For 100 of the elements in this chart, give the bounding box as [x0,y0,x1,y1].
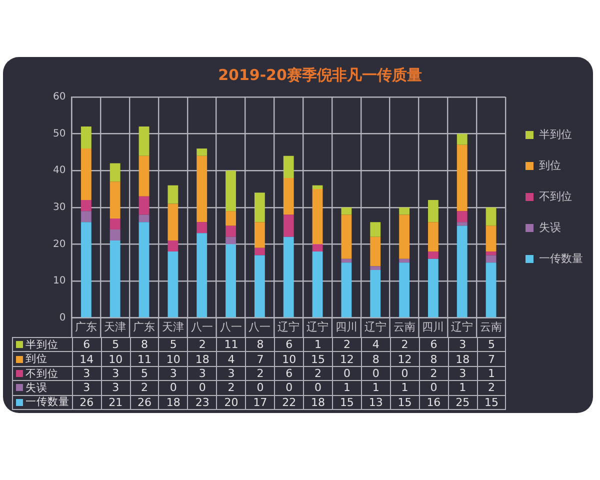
data-label: 3 [216,366,246,382]
x-tick-label: 天津 [104,320,126,334]
data-label: 1 [303,337,333,352]
data-label: 23 [187,394,218,410]
data-label: 7 [476,351,506,367]
data-label: 3 [448,366,478,382]
y-tick-label: 30 [52,202,66,213]
legend-label: 半到位 [539,128,572,141]
data-label: 22 [274,394,304,410]
bar [370,222,381,237]
legend-label: 不到位 [539,190,572,203]
data-label: 2 [418,366,449,382]
data-label: 7 [245,351,276,367]
data-label: 2 [130,380,160,396]
x-tick-label: 辽宁 [451,320,474,334]
data-label: 0 [158,380,188,396]
data-label: 2 [187,337,218,352]
data-label: 8 [418,351,449,367]
data-label: 8 [360,351,391,367]
x-tick-label: 辽宁 [364,320,386,334]
data-label: 11 [130,351,160,367]
text: 失误 [26,382,48,394]
data-label: 1 [476,366,506,382]
bar [80,211,92,222]
bar [80,222,92,318]
bar [283,236,294,318]
bar [341,207,352,215]
bar [312,189,323,244]
bar [254,248,265,256]
bar [370,270,381,318]
x-tick-label: 四川 [335,320,358,334]
data-label: 15 [390,394,420,410]
data-label: 13 [360,394,391,410]
data-label: 2 [390,337,420,352]
y-tick-label: 20 [52,238,66,250]
text: 半到位 [26,338,59,351]
data-label: 2 [476,380,506,396]
data-label: 0 [245,380,276,396]
data-label: 26 [130,394,160,410]
bar [254,192,265,222]
bar [138,156,150,196]
data-label: 0 [390,366,420,382]
data-label: 0 [418,380,449,396]
data-label: 2 [303,366,333,382]
data-label: 3 [158,366,188,382]
data-label: 8 [245,337,276,352]
data-label: 6 [274,337,304,352]
x-tick-label: 广东 [75,320,98,334]
data-label: 1 [360,380,391,396]
data-label: 12 [390,351,420,367]
bar [456,144,468,212]
legend-label: 到位 [539,158,561,172]
data-label: 16 [418,394,449,410]
data-label: 18 [187,351,218,367]
data-label: 3 [72,380,102,396]
data-label: 11 [216,337,246,352]
bar [486,262,496,318]
bar [110,229,120,241]
data-label: 10 [100,351,131,367]
bar [138,222,150,318]
bar [341,258,352,263]
data-label: 0 [332,366,362,382]
x-tick-label: 天津 [162,320,184,334]
bar [399,258,410,263]
bar [486,226,496,252]
bar [196,156,208,222]
text: 不到位 [26,368,59,380]
data-label: 3 [187,366,218,382]
bar [456,222,468,226]
text: 一传数量 [26,396,70,408]
data-label: 6 [72,337,102,352]
bar [456,134,468,145]
data-label: 0 [360,366,391,382]
bar [226,226,236,237]
x-tick-label: 八一 [220,320,242,334]
bar [138,214,150,222]
bar [370,236,381,266]
data-label: 3 [100,366,131,382]
bar [138,126,150,156]
data-label: 25 [448,394,478,410]
data-label: 20 [216,394,246,410]
bar [226,211,236,226]
data-label: 17 [245,394,276,410]
bar [456,211,468,222]
x-tick-label: 云南 [480,320,502,334]
bar [312,252,323,318]
bar [341,262,352,318]
bar [428,252,438,259]
data-label: 0 [187,380,218,396]
bar [80,126,92,149]
bar [110,163,120,182]
data-label: 1 [332,380,362,396]
bar [283,156,294,178]
bar [196,148,208,156]
bar [168,204,178,241]
bar [399,262,410,318]
legend-label: 一传数量 [539,252,583,265]
x-tick-label: 八一 [190,320,213,334]
data-label: 6 [274,366,304,382]
bar [399,207,410,215]
